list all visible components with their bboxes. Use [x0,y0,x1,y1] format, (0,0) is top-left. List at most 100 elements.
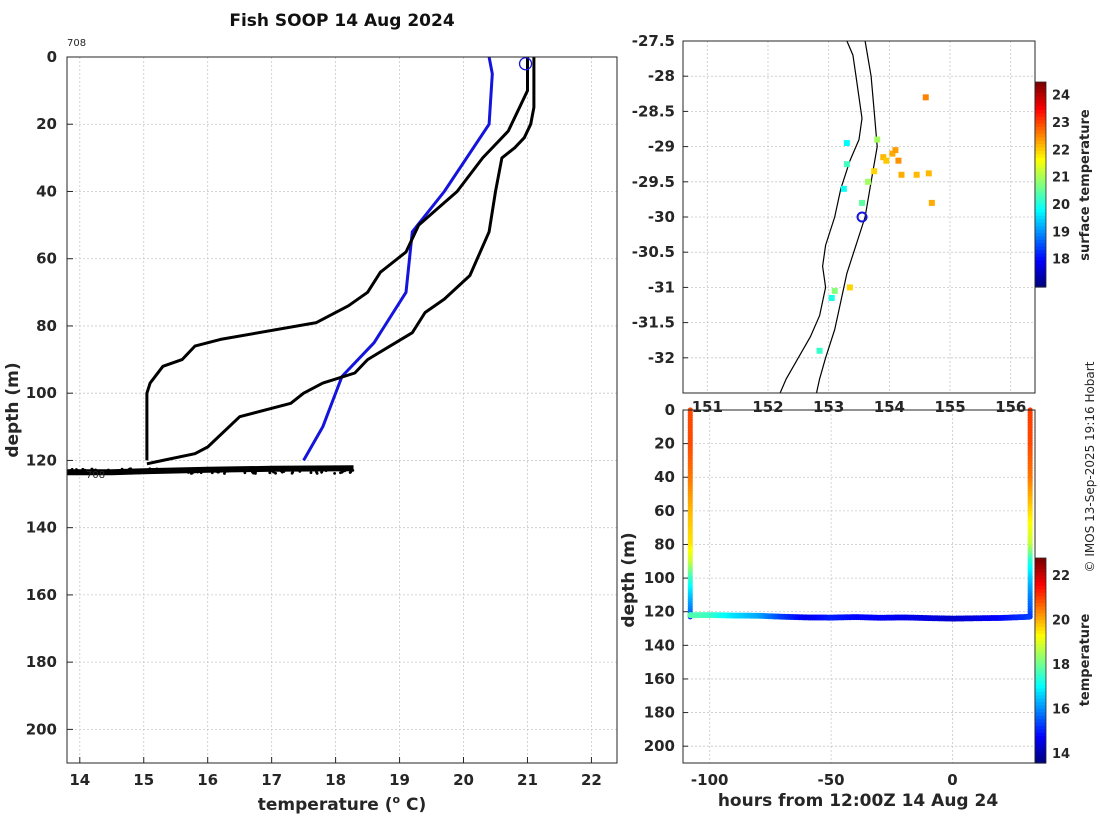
temperature-colorbar-segment [1035,568,1046,572]
map-sst-cell [871,168,877,174]
time-depth-x-tick-label: -100 [691,771,729,789]
sst-colorbar-segment [1035,103,1046,107]
map-sst-cell [841,186,847,192]
sst-colorbar-segment [1035,243,1046,247]
temperature-colorbar-segment [1035,592,1046,596]
profile-bottom-point [193,470,196,473]
profile-y-tick-label: 140 [26,519,57,537]
map-y-tick-label: -32 [648,349,675,367]
temperature-colorbar-segment [1035,626,1046,630]
temperature-colorbar-segment [1035,719,1046,723]
profile-bottom-point [320,470,323,473]
sst-colorbar-segment [1035,263,1046,267]
map-panel: 151 152 153 154 155 156 -27.5-28-28.5-29-29.5… [632,32,1093,416]
profile-bottom-point [183,468,186,471]
profile-x-tick-label: 14 [69,771,90,789]
temperature-colorbar-segment [1035,558,1046,562]
temperature-colorbar-segment [1035,609,1046,613]
temperature-colorbar-segment [1035,647,1046,651]
map-sst-cell [914,172,920,178]
profile-bottom-point [219,468,222,471]
profile-bottom-point [274,472,277,475]
sst-colorbar-tick-label: 23 [1052,116,1070,131]
sst-colorbar-segment [1035,137,1046,141]
map-sst-cell [883,158,889,164]
temperature-colorbar-segment [1035,722,1046,726]
profile-y-label: depth (m) [3,362,23,457]
temperature-colorbar-segment [1035,712,1046,716]
map-x-tick-label: 155 [934,398,965,416]
profile-bottom-point [200,471,203,474]
profile-frame [67,57,617,763]
temperature-colorbar-segment [1035,688,1046,692]
profile-y-tick-label: 80 [36,317,57,335]
sst-colorbar-segment [1035,116,1046,120]
sst-colorbar-segment [1035,219,1046,223]
sst-colorbar-segment [1035,120,1046,124]
sst-colorbar-segment [1035,208,1046,212]
map-sst-cell [832,288,838,294]
temperature-colorbar-segment [1035,749,1046,753]
figure: 14 15 16 17 18 19 20 21 22 020406080100120140160… [0,0,1100,820]
map-sst-cell [829,295,835,301]
profile-bottom-point [119,469,122,472]
profile-bottom-point [138,472,141,475]
sst-colorbar-segment [1035,188,1046,192]
map-x-tick-label: 156 [995,398,1026,416]
profile-bottom-point [284,467,287,470]
sst-colorbar-segment [1035,178,1046,182]
temperature-colorbar-segment [1035,729,1046,733]
profile-x-tick-label: 17 [261,771,282,789]
map-sst-cell [895,158,901,164]
sst-colorbar-tick-label: 21 [1052,171,1070,186]
temperature-colorbar-segment [1035,616,1046,620]
profile-bottom-point [190,472,193,475]
temperature-colorbar-segment [1035,630,1046,634]
bottom-track-point [1026,614,1032,620]
sst-colorbar-label: surface temperature [1078,109,1093,261]
temperature-colorbar-segment [1035,736,1046,740]
sst-colorbar-segment [1035,198,1046,202]
profile-bottom-point [110,471,113,474]
profile-line-2 [147,57,534,464]
profile-bottom-point [291,472,294,475]
profile-grid [67,57,617,763]
temperature-colorbar-segment [1035,671,1046,675]
map-sst-cell [892,147,898,153]
sst-colorbar-segment [1035,154,1046,158]
sst-colorbar-segment [1035,133,1046,137]
profile-y-tick-label: 120 [26,451,57,469]
sst-colorbar-segment [1035,253,1046,257]
profile-bottom-point [298,470,301,473]
profile-bottom-point [238,469,241,472]
temperature-colorbar-segment [1035,667,1046,671]
temperature-colorbar-segment [1035,579,1046,583]
sst-colorbar-segment [1035,82,1046,86]
sst-colorbar-segment [1035,150,1046,154]
map-y-tick-label: -30 [648,208,675,226]
time-depth-y-tick-label: 60 [654,502,675,520]
sst-colorbar-segment [1035,202,1046,206]
profile-bottom-point [349,470,352,473]
temperature-colorbar-segment [1035,613,1046,617]
temperature-colorbar-segment [1035,596,1046,600]
profile-bottom-point [242,469,245,472]
temperature-colorbar-segment [1035,633,1046,637]
sst-colorbar-segment [1035,239,1046,243]
sst-colorbar-segment [1035,157,1046,161]
sst-colorbar-segment [1035,89,1046,93]
profile-bottom-point [178,470,181,473]
profile-x-tick-label: 20 [453,771,474,789]
temperature-colorbar-segment [1035,582,1046,586]
sst-colorbar-segment [1035,205,1046,209]
profile-bottom-point [128,468,131,471]
time-depth-y-ticks: 0 20 40 60 80 100 120 140 160 180 200 [644,401,688,755]
profile-y-tick-label: 100 [26,384,57,402]
temperature-colorbar-segment [1035,643,1046,647]
sst-colorbar-tick-label: 22 [1052,143,1070,158]
map-y-tick-label: -31.5 [632,314,675,332]
sst-colorbar-segment [1035,140,1046,144]
profile-bottom-point [235,467,238,470]
sst-colorbar-tick-label: 19 [1052,225,1070,240]
sst-colorbar-segment [1035,191,1046,195]
